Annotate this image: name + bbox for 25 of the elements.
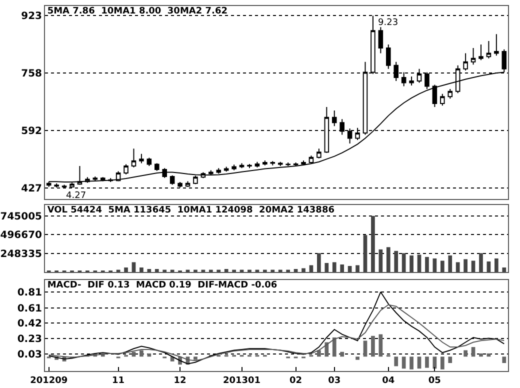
chart-title: MACD- DIF 0.13 MACD 0.19 DIF-MACD -0.06 xyxy=(47,280,278,290)
x-tick-label: 03 xyxy=(328,376,341,386)
chart-title: VOL 54424 5MA 113645 10MA1 124098 20MA2 143886 xyxy=(47,205,334,216)
y-tick-label: 758 xyxy=(21,68,42,80)
x-tick-label: 12 xyxy=(174,376,186,386)
y-tick-label: 745005 xyxy=(0,211,42,222)
x-tick-label: 11 xyxy=(112,376,125,386)
x-tick-label: 201209 xyxy=(30,376,68,386)
y-tick-label: 248335 xyxy=(0,248,42,260)
annotation: 4.27 xyxy=(66,191,86,201)
y-tick-label: 496670 xyxy=(0,230,42,242)
y-tick-label: 427 xyxy=(21,183,42,194)
chart-title: 5MA 7.86 10MA1 8.00 30MA2 7.62 xyxy=(47,6,228,16)
y-tick-label: 592 xyxy=(21,126,42,138)
y-tick-label: 0.42 xyxy=(17,318,42,330)
y-tick-label: 0.81 xyxy=(17,287,42,298)
x-tick-label: 02 xyxy=(290,376,302,386)
x-tick-label: 05 xyxy=(428,376,441,386)
x-tick-label: 04 xyxy=(382,376,395,386)
y-tick-label: 0.23 xyxy=(17,334,42,345)
x-tick-label: 201301 xyxy=(222,376,261,386)
y-tick-label: 0.03 xyxy=(17,350,42,361)
annotation: 9.23 xyxy=(378,18,398,28)
y-tick-label: 923 xyxy=(21,11,42,22)
y-tick-label: 0.61 xyxy=(17,303,42,314)
